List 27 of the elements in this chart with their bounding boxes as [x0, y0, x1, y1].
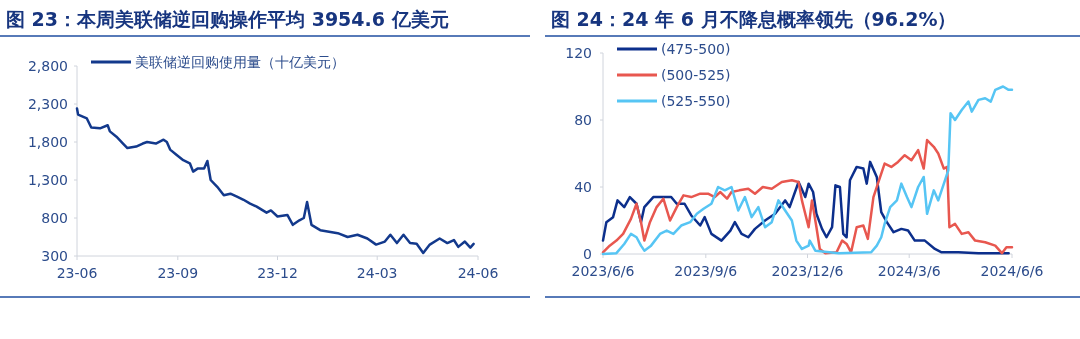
- y-tick-label: 0: [583, 246, 592, 262]
- y-tick-label: 120: [565, 45, 592, 61]
- line-series: [75, 107, 475, 255]
- x-tick-label: 23-12: [257, 265, 298, 281]
- y-tick-label: 800: [41, 210, 68, 226]
- x-tick-label: 2023/9/6: [674, 263, 738, 279]
- x-tick-label: 24-03: [356, 265, 398, 281]
- legend-label: 美联储逆回购使用量（十亿美元）: [135, 54, 345, 70]
- x-tick-label: 2023/12/6: [771, 263, 844, 279]
- y-tick-label: 300: [41, 248, 68, 264]
- chart-title: 图 24：24 年 6 月不降息概率领先（96.2%）: [551, 8, 957, 30]
- legend-label: (500-525): [661, 67, 731, 83]
- x-tick-label: 2024/6/6: [980, 263, 1044, 279]
- x-tick-label: 2024/3/6: [877, 263, 941, 279]
- y-tick-label: 80: [574, 112, 592, 128]
- y-tick-label: 1,300: [27, 172, 68, 188]
- chart-title: 图 23：本周美联储逆回购操作平均 3954.6 亿美元: [6, 8, 449, 30]
- legend-label: (475-500): [661, 41, 731, 57]
- y-tick-label: 2,800: [27, 58, 68, 74]
- x-tick-label: 23-09: [157, 265, 199, 281]
- y-tick-label: 1,800: [27, 134, 68, 150]
- x-tick-label: 24-06: [457, 265, 499, 281]
- x-tick-label: 2023/6/6: [571, 263, 635, 279]
- x-tick-label: 23-06: [56, 265, 98, 281]
- legend-label: (525-550): [661, 93, 731, 109]
- y-tick-label: 40: [574, 179, 592, 195]
- y-tick-label: 2,300: [27, 96, 68, 112]
